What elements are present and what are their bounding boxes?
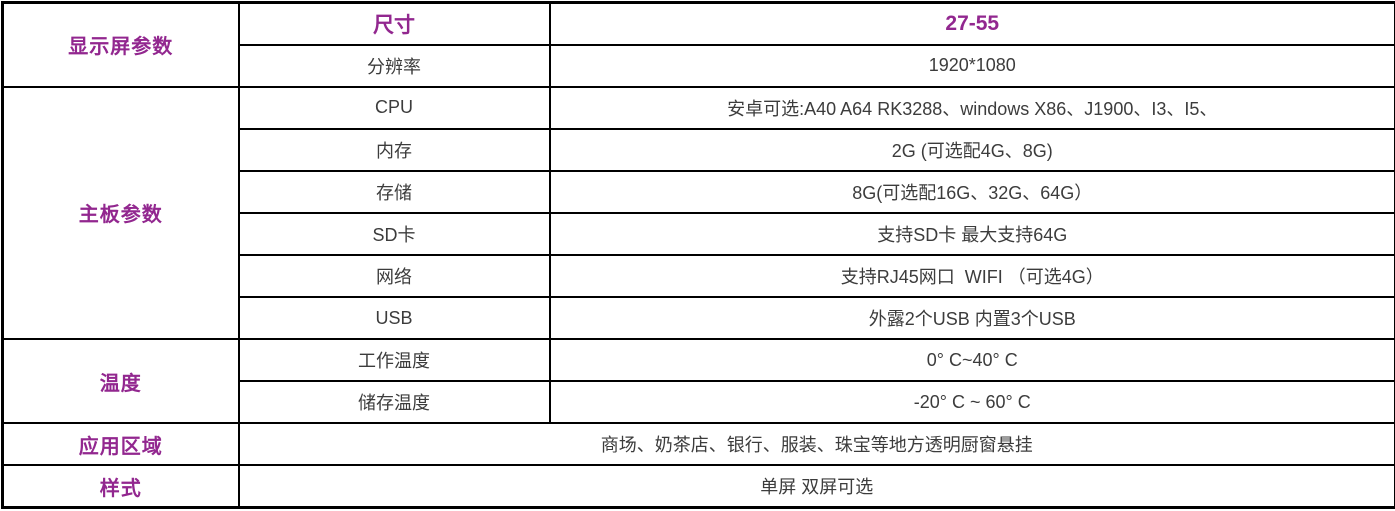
category-cell-application-area: 应用区域: [3, 423, 239, 465]
param-value-memory: 2G (可选配4G、8G): [550, 129, 1395, 171]
param-label-cpu: CPU: [239, 87, 550, 129]
param-label-working-temp: 工作温度: [239, 339, 550, 381]
table-row: 样式 单屏 双屏可选: [3, 465, 1395, 507]
param-value-storage-temp: -20° C ~ 60° C: [550, 381, 1395, 423]
category-cell-temperature: 温度: [3, 339, 239, 423]
param-label-network: 网络: [239, 255, 550, 297]
param-label-storage: 存储: [239, 171, 550, 213]
table-row: 温度 工作温度 0° C~40° C: [3, 339, 1395, 381]
param-value-application-area: 商场、奶茶店、银行、服装、珠宝等地方透明厨窗悬挂: [239, 423, 1395, 465]
param-label-memory: 内存: [239, 129, 550, 171]
category-cell-mainboard-params: 主板参数: [3, 87, 239, 339]
param-label-size: 尺寸: [239, 3, 550, 45]
param-value-resolution: 1920*1080: [550, 45, 1395, 87]
param-value-network: 支持RJ45网口 WIFI （可选4G）: [550, 255, 1395, 297]
param-value-usb: 外露2个USB 内置3个USB: [550, 297, 1395, 339]
param-value-storage: 8G(可选配16G、32G、64G）: [550, 171, 1395, 213]
param-value-style: 单屏 双屏可选: [239, 465, 1395, 507]
param-value-sd-card: 支持SD卡 最大支持64G: [550, 213, 1395, 255]
param-label-storage-temp: 储存温度: [239, 381, 550, 423]
category-cell-display-params: 显示屏参数: [3, 3, 239, 87]
table-row: 显示屏参数 尺寸 27-55: [3, 3, 1395, 45]
param-value-size: 27-55: [550, 3, 1395, 45]
category-cell-style: 样式: [3, 465, 239, 507]
param-label-usb: USB: [239, 297, 550, 339]
table-row: 应用区域 商场、奶茶店、银行、服装、珠宝等地方透明厨窗悬挂: [3, 423, 1395, 465]
param-value-cpu: 安卓可选:A40 A64 RK3288、windows X86、J1900、I3…: [550, 87, 1395, 129]
param-label-resolution: 分辨率: [239, 45, 550, 87]
table-row: 主板参数 CPU 安卓可选:A40 A64 RK3288、windows X86…: [3, 87, 1395, 129]
param-label-sd-card: SD卡: [239, 213, 550, 255]
param-value-working-temp: 0° C~40° C: [550, 339, 1395, 381]
